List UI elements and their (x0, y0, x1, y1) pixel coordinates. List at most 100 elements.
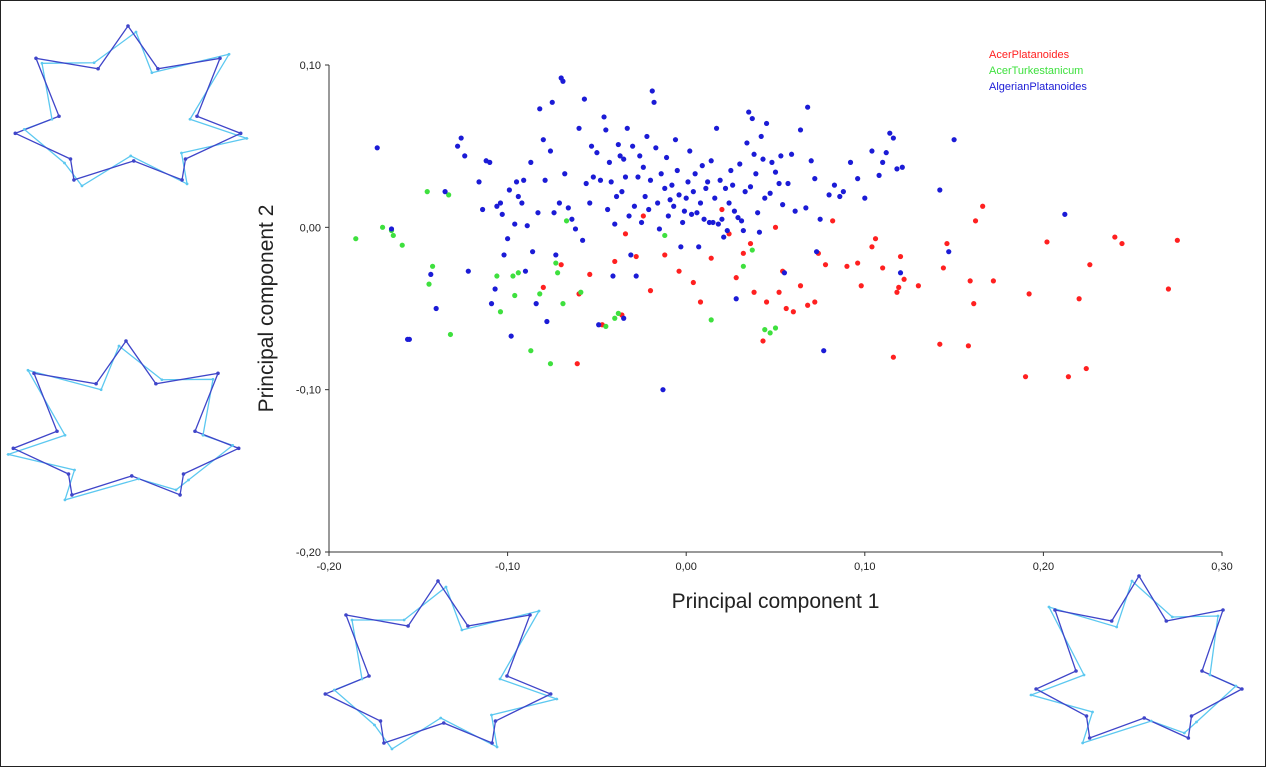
data-point (426, 281, 432, 287)
landmark-point (1084, 714, 1089, 718)
data-point (762, 195, 768, 201)
landmark-point (1130, 579, 1134, 583)
leaf-shape-bottom-center (323, 579, 559, 751)
landmark-point (63, 498, 67, 502)
data-point (722, 185, 729, 191)
data-point (733, 296, 739, 302)
data-point (476, 179, 482, 185)
data-point (744, 140, 750, 146)
data-point (797, 127, 804, 133)
data-point (708, 158, 714, 164)
landmark-point (1074, 669, 1078, 673)
data-point (783, 305, 789, 312)
data-point (760, 156, 766, 162)
landmark-point (22, 127, 26, 131)
data-point (719, 216, 725, 222)
landmark-point (66, 472, 71, 476)
leaf-outline-consensus (11, 339, 241, 496)
data-point (781, 270, 788, 276)
data-point (817, 216, 823, 222)
data-point (601, 114, 607, 120)
landmark-point (323, 692, 328, 696)
landmark-point (68, 157, 73, 161)
landmark-point (180, 151, 183, 155)
data-point (746, 109, 752, 115)
landmark-point (466, 624, 470, 628)
landmark-point (180, 178, 184, 182)
data-point (690, 279, 696, 286)
data-point (821, 348, 827, 354)
landmark-point (238, 131, 243, 136)
y-tick-label: 0,10 (300, 60, 321, 72)
landmark-point (406, 624, 410, 628)
data-point (446, 192, 452, 198)
data-point (858, 283, 864, 289)
data-point (731, 208, 738, 214)
data-point (447, 331, 454, 338)
data-point (676, 192, 682, 198)
data-point (894, 166, 900, 172)
x-axis-title: Principal component 1 (672, 590, 880, 613)
data-point (753, 171, 759, 177)
data-point (772, 169, 779, 175)
data-points (353, 75, 1180, 393)
data-point (712, 195, 718, 201)
landmark-point (137, 477, 141, 481)
data-point (587, 271, 593, 278)
landmark-point (11, 446, 16, 451)
data-point (697, 299, 704, 305)
data-point (749, 115, 755, 122)
data-point (549, 99, 555, 105)
data-point (603, 323, 609, 329)
data-point (388, 226, 395, 232)
landmark-point (1221, 608, 1225, 612)
data-point (606, 159, 613, 165)
data-point (374, 145, 380, 151)
data-point (633, 273, 639, 279)
data-point (887, 130, 893, 136)
data-point (880, 159, 886, 165)
landmark-point (150, 71, 154, 75)
data-point (590, 174, 596, 180)
data-point (671, 203, 677, 209)
x-tick-label: 0,30 (1211, 561, 1232, 573)
data-point (488, 301, 495, 307)
data-point (596, 322, 602, 328)
landmark-point (99, 388, 103, 392)
data-point (622, 231, 629, 237)
landmark-point (439, 716, 443, 720)
data-point (767, 330, 773, 336)
data-point (769, 159, 775, 165)
landmark-point (117, 344, 121, 348)
landmark-point (34, 56, 38, 61)
data-point (688, 211, 695, 217)
data-point (740, 227, 746, 234)
data-point (681, 208, 688, 214)
landmark-point (1186, 736, 1191, 740)
landmark-point (126, 24, 130, 28)
data-point (565, 205, 571, 211)
data-point (610, 273, 616, 279)
landmark-point (72, 178, 76, 182)
landmark-point (1149, 719, 1153, 723)
data-point (728, 167, 734, 174)
data-point (706, 219, 713, 226)
landmark-point (70, 493, 74, 497)
data-point (622, 174, 629, 180)
landmark-point (1053, 608, 1057, 612)
landmark-point (6, 452, 10, 456)
landmark-point (495, 745, 499, 749)
landmark-point (1029, 693, 1033, 697)
data-point (708, 317, 714, 323)
landmark-point (505, 674, 509, 678)
data-point (512, 292, 518, 299)
landmark-point (1109, 619, 1114, 623)
data-point (603, 127, 609, 133)
landmark-point (154, 381, 158, 386)
data-point (812, 299, 818, 305)
landmark-point (231, 443, 235, 447)
landmark-point (188, 117, 192, 121)
x-tick-label: 0,00 (675, 561, 696, 573)
data-point (869, 244, 875, 250)
landmark-point (555, 697, 559, 701)
